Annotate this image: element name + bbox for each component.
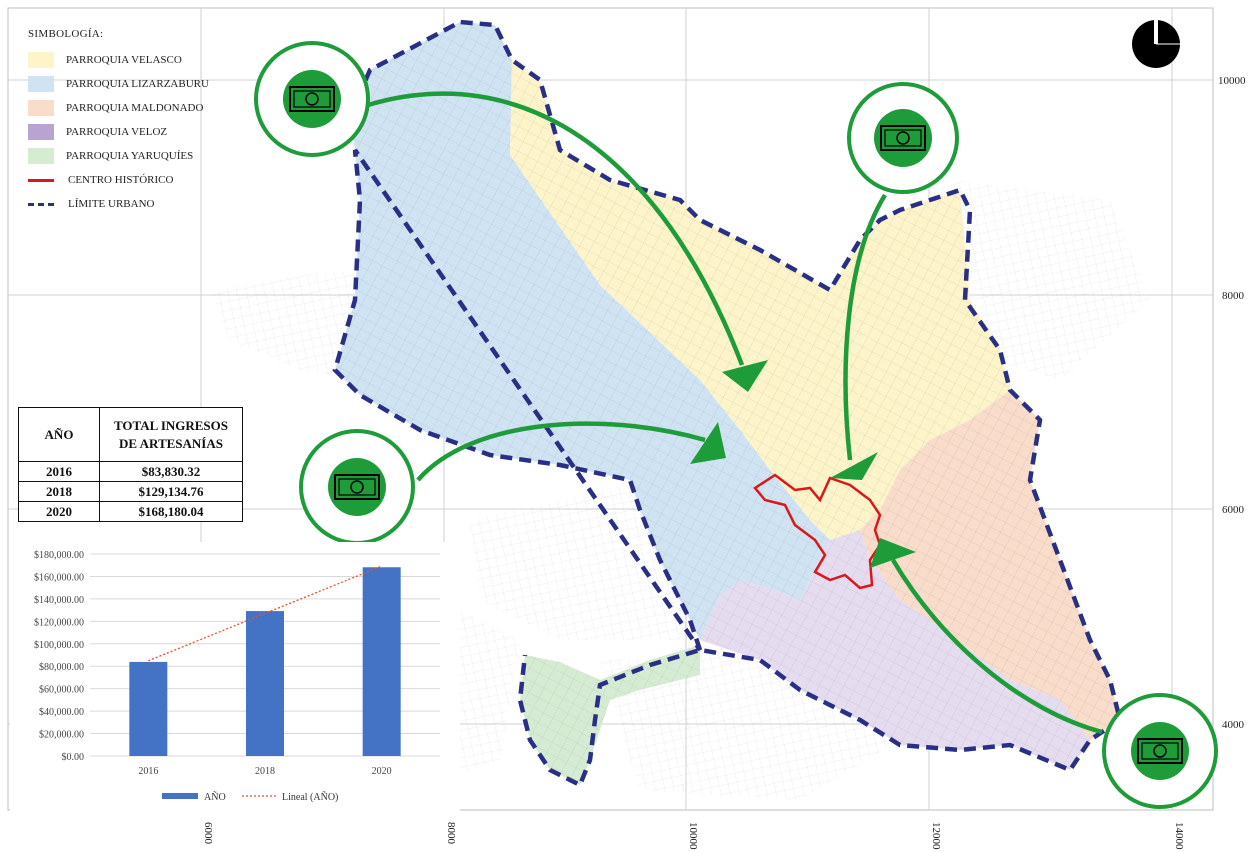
money-node-west (299, 429, 415, 545)
map-axis-labels: 10000 8000 6000 4000 6000 8000 10000 120… (202, 75, 1246, 850)
parish-velasco (510, 60, 1010, 540)
legend-swatch (28, 52, 54, 68)
legend-item-limite-urbano: LÍMITE URBANO (18, 192, 248, 216)
bar (129, 661, 168, 756)
legend-label: PARROQUIA VELOZ (66, 126, 168, 138)
parish-maldonado (860, 390, 1120, 740)
x-axis-label: 6000 (202, 822, 214, 845)
legend-item-yaruquies: PARROQUIA YARUQUÍES (18, 144, 248, 168)
bar (362, 567, 401, 756)
y-axis-label: 6000 (1222, 504, 1245, 516)
parish-veloz (700, 530, 1090, 770)
legend-label: AÑO (204, 791, 226, 803)
arrowhead-icon (830, 452, 878, 480)
table-cell-year: 2018 (18, 481, 100, 502)
table-cell-total: $129,134.76 (99, 481, 243, 502)
y-tick-label: $80,000.00 (39, 662, 84, 673)
money-bill-icon (880, 125, 926, 151)
y-tick-label: $0.00 (62, 752, 85, 763)
north-arrow-icon (1132, 20, 1180, 68)
legend-line (28, 202, 54, 206)
money-bill-icon (334, 474, 380, 500)
x-axis-label: 10000 (687, 822, 699, 850)
legend-item-velasco: PARROQUIA VELASCO (18, 48, 248, 72)
arrowhead-icon (690, 422, 726, 464)
table-cell-total: $83,830.32 (99, 461, 243, 482)
legend-item-veloz: PARROQUIA VELOZ (18, 120, 248, 144)
legend-title: SIMBOLOGÍA: (28, 28, 104, 40)
flow-arrows (367, 91, 1103, 735)
legend-swatch (28, 76, 54, 92)
table-row: 2016 $83,830.32 (18, 461, 243, 482)
legend-swatch (28, 100, 54, 116)
legend-label: PARROQUIA YARUQUÍES (66, 150, 194, 162)
flow-arrow-southeast (891, 558, 1103, 735)
legend-swatch-bar (162, 793, 198, 799)
historic-center-outline (753, 473, 882, 590)
legend-swatch (28, 148, 54, 164)
legend-label: Lineal (AÑO) (282, 791, 338, 803)
table-cell-total: $168,180.04 (99, 501, 243, 522)
y-tick-label: $100,000.00 (34, 640, 84, 651)
income-table: AÑO TOTAL INGRESOS DE ARTESANÍAS 2016 $8… (18, 407, 243, 522)
table-row: 2018 $129,134.76 (18, 481, 243, 502)
y-tick-label: $180,000.00 (34, 550, 84, 561)
y-tick-label: $120,000.00 (34, 617, 84, 628)
legend-label: PARROQUIA LIZARZABURU (66, 78, 209, 90)
legend-item-maldonado: PARROQUIA MALDONADO (18, 96, 248, 120)
map-frame (7, 7, 1214, 811)
money-bill-icon (289, 86, 335, 112)
legend-label: LÍMITE URBANO (68, 198, 155, 210)
legend-label: CENTRO HISTÓRICO (68, 174, 174, 186)
trendline (148, 565, 382, 662)
x-axis-label: 8000 (445, 822, 457, 845)
y-tick-label: $60,000.00 (39, 685, 84, 696)
table-header-year: AÑO (18, 407, 100, 462)
map-legend: SIMBOLOGÍA: PARROQUIA VELASCO PARROQUIA … (18, 22, 248, 216)
money-node-southeast (1102, 693, 1218, 809)
bar (246, 611, 284, 756)
x-axis-label: 14000 (1173, 822, 1185, 850)
legend-label: PARROQUIA MALDONADO (66, 102, 204, 114)
y-axis-label: 10000 (1218, 75, 1246, 87)
x-tick-label: 2020 (372, 766, 392, 777)
arrowheads (690, 360, 916, 568)
x-tick-label: 2016 (138, 766, 158, 777)
legend-item-lizarzaburu: PARROQUIA LIZARZABURU (18, 72, 248, 96)
table-header-total: TOTAL INGRESOS DE ARTESANÍAS (99, 407, 243, 462)
money-bill-icon (1137, 738, 1183, 764)
flow-arrow-west (416, 421, 706, 482)
y-tick-label: $20,000.00 (39, 730, 84, 741)
legend-line (28, 178, 54, 182)
parish-lizarzaburu (335, 22, 830, 640)
y-tick-label: $40,000.00 (39, 707, 84, 718)
legend-swatch (28, 124, 54, 140)
parish-yaruquies (520, 645, 700, 785)
table-cell-year: 2020 (18, 501, 100, 522)
x-axis-label: 12000 (930, 822, 942, 850)
income-bar-chart: $0.00 $20,000.00 $40,000.00 $60,000.00 $80,0… (10, 542, 460, 812)
money-node-northwest (254, 41, 370, 157)
urban-boundary-line (332, 19, 1123, 789)
arrowhead-icon (722, 360, 768, 392)
legend-item-centro-historico: CENTRO HISTÓRICO (18, 168, 248, 192)
flow-arrow-northwest (367, 91, 745, 366)
y-axis-label: 4000 (1222, 719, 1245, 731)
y-tick-label: $160,000.00 (34, 572, 84, 583)
flow-arrow-north (843, 193, 887, 461)
y-tick-label: $140,000.00 (34, 595, 84, 606)
chart-svg: $0.00 $20,000.00 $40,000.00 $60,000.00 $80,0… (34, 550, 440, 803)
arrowhead-icon (870, 538, 916, 568)
table-row: 2020 $168,180.04 (18, 501, 243, 522)
legend-label: PARROQUIA VELASCO (66, 54, 182, 66)
table-cell-year: 2016 (18, 461, 100, 482)
y-axis-label: 8000 (1222, 290, 1245, 302)
x-tick-label: 2018 (255, 766, 275, 777)
money-node-north (847, 82, 959, 194)
